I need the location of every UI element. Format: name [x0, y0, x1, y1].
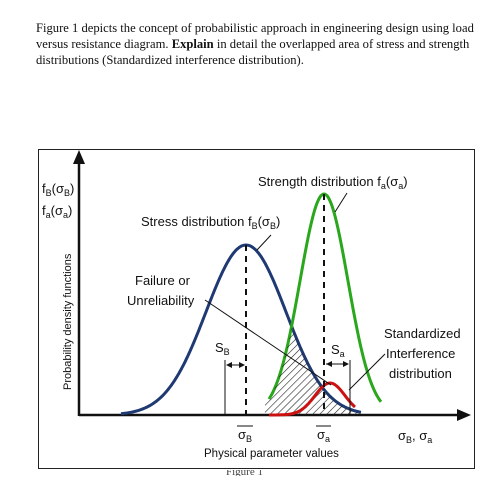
sa-label: Sa	[331, 342, 345, 359]
x-axis-symbol: σB, σa	[398, 428, 432, 445]
interference-leader	[348, 353, 386, 391]
mean-b-symbol: σB	[238, 427, 252, 444]
sb-arrowhead-left	[226, 362, 232, 368]
strength-label: Strength distribution fa(σa)	[258, 174, 408, 191]
interference-distribution-curve	[269, 381, 357, 417]
strength-label-text: Strength distribution	[258, 174, 374, 189]
question-part-1: Figure 1 depicts the concept of probabil…	[36, 21, 474, 51]
stress-leader	[256, 234, 272, 251]
interference-label-line3: distribution	[389, 366, 452, 381]
sa-arrowhead-right	[343, 361, 349, 367]
sb-label: SB	[215, 340, 230, 357]
sb-arrowhead-right	[239, 362, 245, 368]
y-symbol-strength: fa(σa)	[42, 203, 72, 220]
overlap-hatch-area	[265, 327, 357, 415]
interference-diagram: fB(σB) fa(σa) Probability density functi…	[42, 150, 471, 460]
question-part-2: in detail the overlapped area of stress …	[36, 37, 470, 67]
interference-label-line1: Standardized	[384, 326, 461, 341]
y-axis-title: Probability density functions	[62, 253, 74, 390]
question-bold-keyword: Explain	[171, 37, 214, 51]
failure-label-line2: Unreliability	[127, 293, 195, 308]
figure-frame: fB(σB) fa(σa) Probability density functi…	[38, 149, 475, 469]
question-text: Figure 1 depicts the concept of probabil…	[36, 20, 486, 68]
x-axis-arrowhead	[457, 409, 471, 421]
failure-label-line1: Failure or	[135, 273, 191, 288]
x-axis-title: Physical parameter values	[204, 448, 339, 460]
figure-caption-fragment: Figure 1	[226, 470, 263, 476]
stress-label-text: Stress distribution	[141, 214, 244, 229]
mean-a-symbol: σa	[317, 427, 330, 444]
y-symbol-stress: fB(σB)	[42, 181, 74, 198]
strength-leader	[334, 192, 348, 213]
sa-arrowhead-left	[326, 361, 332, 367]
stress-label: Stress distribution fB(σB)	[141, 214, 280, 231]
failure-leader	[204, 299, 332, 386]
y-axis-arrowhead	[73, 150, 85, 164]
interference-label-line2: Interference	[386, 346, 455, 361]
